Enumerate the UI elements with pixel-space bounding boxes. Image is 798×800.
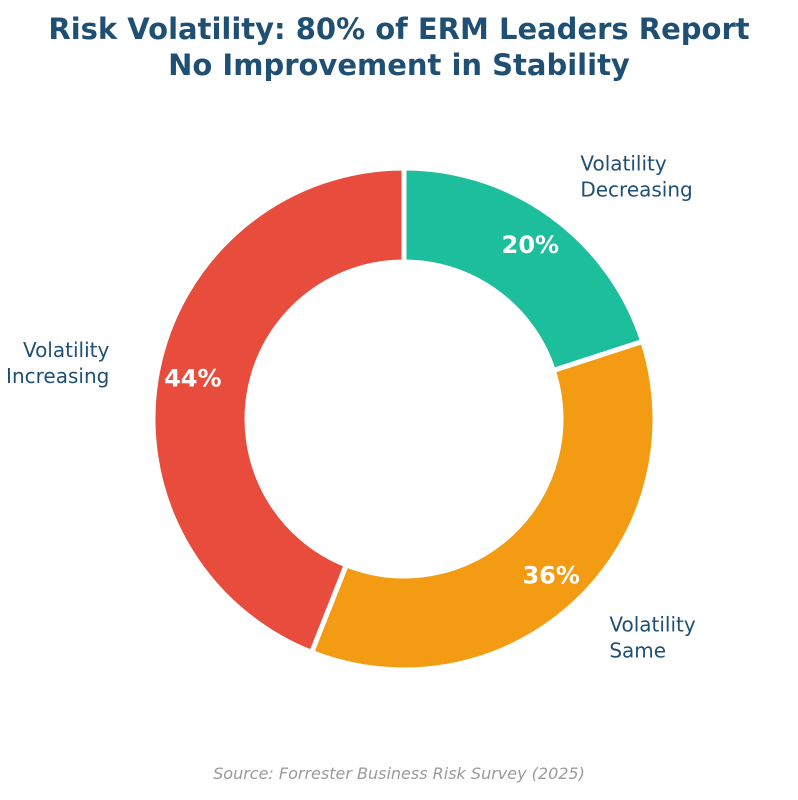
chart-title-line-1: Risk Volatility: 80% of ERM Leaders Repo… <box>48 12 750 46</box>
slice-category-label-line: Volatility <box>23 338 110 362</box>
slice-category-label-line: Decreasing <box>580 177 692 201</box>
slice-category-label-line: Increasing <box>6 364 109 388</box>
slice-category-label: Volatility Decreasing <box>580 151 692 201</box>
slice-category-label-line: Volatility <box>580 151 667 175</box>
slice-category-label-line: Volatility <box>609 613 696 637</box>
donut-slice <box>150 165 407 656</box>
donut-slice <box>401 165 646 374</box>
donut-slice <box>308 338 658 673</box>
slice-category-label-line: Same <box>609 639 666 663</box>
slice-category-label: Volatility Increasing <box>6 338 109 388</box>
slice-value-label: 36% <box>522 562 579 590</box>
chart-title-line-2: No Improvement in Stability <box>168 48 630 82</box>
slice-category-label: Volatility Same <box>609 613 696 663</box>
slice-value-label: 44% <box>164 365 221 393</box>
slice-value-label: 20% <box>502 231 559 259</box>
source-note: Source: Forrester Business Risk Survey (… <box>213 764 585 783</box>
